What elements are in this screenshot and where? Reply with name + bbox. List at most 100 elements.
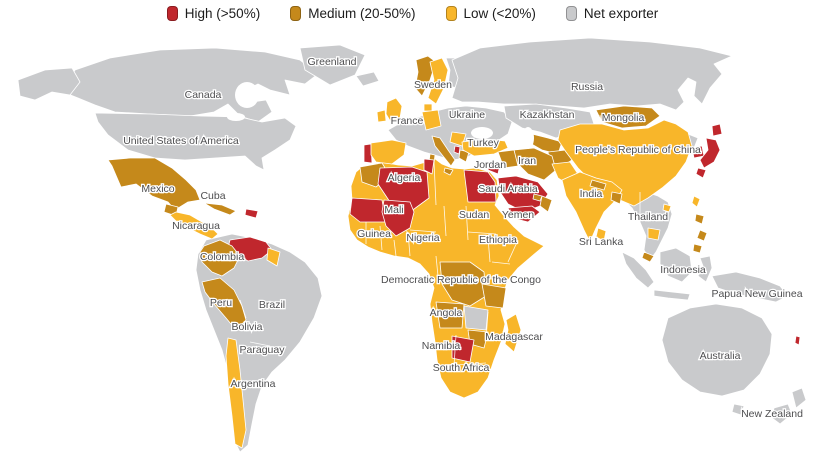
country-sweden[interactable] — [427, 57, 449, 105]
country-label: Russia — [571, 81, 603, 93]
country-japan-honshu[interactable] — [699, 137, 721, 169]
country-indonesia-sulawesi[interactable] — [697, 255, 713, 283]
country-label: Argentina — [231, 378, 276, 390]
country-albania[interactable] — [453, 145, 461, 155]
country-label: Sudan — [459, 209, 490, 221]
country-label: Guinea — [357, 228, 391, 240]
country-label: Ethiopia — [479, 234, 517, 246]
legend-label: Net exporter — [583, 6, 659, 21]
country-indonesia-borneo[interactable] — [659, 247, 693, 283]
country-tanzania[interactable] — [481, 283, 507, 309]
country-label: Democratic Republic of the Congo — [381, 274, 541, 286]
legend-swatch-net_exporter — [565, 6, 577, 21]
country-philippines[interactable] — [692, 243, 703, 254]
country-label: Saudi Arabia — [478, 183, 538, 195]
country-vanuatu[interactable] — [794, 335, 801, 346]
country-yemen[interactable] — [507, 205, 541, 223]
region-gulf-states[interactable] — [532, 193, 543, 202]
country-mali[interactable] — [381, 199, 415, 237]
country-turkey[interactable] — [461, 138, 509, 157]
country-jordan[interactable] — [487, 161, 501, 175]
country-iran[interactable] — [513, 147, 557, 181]
country-philippines[interactable] — [696, 229, 708, 242]
country-japan-kyushu[interactable] — [695, 167, 707, 179]
country-zambia[interactable] — [463, 305, 489, 331]
country-australia[interactable] — [661, 303, 773, 397]
legend-swatch-low — [445, 6, 457, 21]
country-peru[interactable] — [201, 277, 247, 331]
country-portugal[interactable] — [363, 143, 373, 164]
country-hainan[interactable] — [662, 203, 672, 213]
country-hispaniola[interactable] — [244, 208, 259, 219]
country-japan-hokkaido[interactable] — [711, 123, 723, 137]
country-cuba[interactable] — [203, 202, 237, 216]
country-nepal[interactable] — [589, 179, 607, 191]
country-mauritania[interactable] — [349, 197, 387, 223]
country-indonesia-java[interactable] — [653, 289, 691, 301]
country-chile[interactable] — [225, 337, 247, 449]
country-guyana[interactable] — [266, 247, 281, 267]
country-spain[interactable] — [370, 139, 407, 165]
country-botswana[interactable] — [451, 335, 475, 363]
region-central-america[interactable] — [169, 211, 219, 240]
country-tasmania[interactable] — [731, 403, 745, 416]
country-label: Bolivia — [232, 321, 263, 333]
country-borders — [239, 114, 641, 367]
country-iceland[interactable] — [355, 71, 380, 87]
legend-item-low[interactable]: Low (<20%) — [445, 6, 536, 21]
country-alaska[interactable] — [17, 67, 81, 101]
country-new-zealand-south[interactable] — [771, 403, 793, 425]
country-bangladesh[interactable] — [610, 191, 623, 205]
country-label: Paraguay — [240, 344, 286, 356]
country-germany[interactable] — [421, 109, 442, 131]
country-madagascar[interactable] — [504, 313, 522, 353]
seas — [227, 82, 534, 149]
legend: High (>50%) Medium (20-50%) Low (<20%) Net … — [0, 6, 825, 21]
country-label: South Africa — [433, 362, 490, 374]
country-greenland[interactable] — [299, 44, 366, 86]
country-labels: Greenland Canada Russia Sweden United States… — [122, 55, 804, 422]
country-label: Australia — [700, 350, 741, 362]
country-cambodia[interactable] — [647, 227, 661, 241]
country-label: New Zealand — [741, 408, 803, 420]
legend-item-net_exporter[interactable]: Net exporter — [565, 6, 659, 21]
country-tunisia[interactable] — [423, 158, 435, 175]
country-label: Iran — [518, 155, 536, 167]
country-canada[interactable] — [62, 47, 319, 123]
country-label: Sweden — [414, 79, 452, 91]
country-mexico[interactable] — [107, 157, 201, 211]
country-angola[interactable] — [435, 301, 465, 329]
country-denmark[interactable] — [423, 103, 433, 112]
country-label: Nicaragua — [172, 220, 220, 232]
country-sicily[interactable] — [443, 167, 454, 176]
country-new-zealand-north[interactable] — [791, 387, 807, 409]
country-label: Ukraine — [449, 109, 485, 121]
country-label: Cuba — [200, 190, 225, 202]
country-malaysia[interactable] — [641, 251, 655, 263]
country-sri-lanka[interactable] — [595, 227, 607, 242]
country-label: Algeria — [388, 172, 421, 184]
legend-label: Medium (20-50%) — [308, 6, 416, 21]
country-label: Brazil — [259, 299, 285, 311]
country-iraq[interactable] — [497, 149, 519, 169]
country-label: Mexico — [141, 183, 174, 195]
legend-label: Low (<20%) — [463, 6, 536, 21]
country-russia[interactable] — [451, 37, 733, 111]
country-indonesia-sumatra[interactable] — [621, 251, 655, 289]
country-taiwan[interactable] — [691, 195, 701, 208]
country-drc[interactable] — [439, 261, 487, 307]
country-colombia[interactable] — [199, 239, 241, 277]
country-india[interactable] — [561, 171, 623, 243]
legend-label: High (>50%) — [184, 6, 261, 21]
country-italy[interactable] — [431, 135, 456, 167]
country-mongolia[interactable] — [595, 105, 661, 129]
country-papua-new-guinea[interactable] — [711, 271, 789, 303]
country-uk[interactable] — [385, 97, 403, 125]
country-philippines[interactable] — [694, 213, 705, 225]
country-ireland[interactable] — [376, 109, 387, 123]
legend-item-high[interactable]: High (>50%) — [166, 6, 261, 21]
country-oman[interactable] — [539, 195, 553, 213]
legend-item-medium[interactable]: Medium (20-50%) — [290, 6, 416, 21]
country-egypt[interactable] — [463, 169, 497, 203]
country-label: Papua New Guinea — [711, 288, 802, 300]
